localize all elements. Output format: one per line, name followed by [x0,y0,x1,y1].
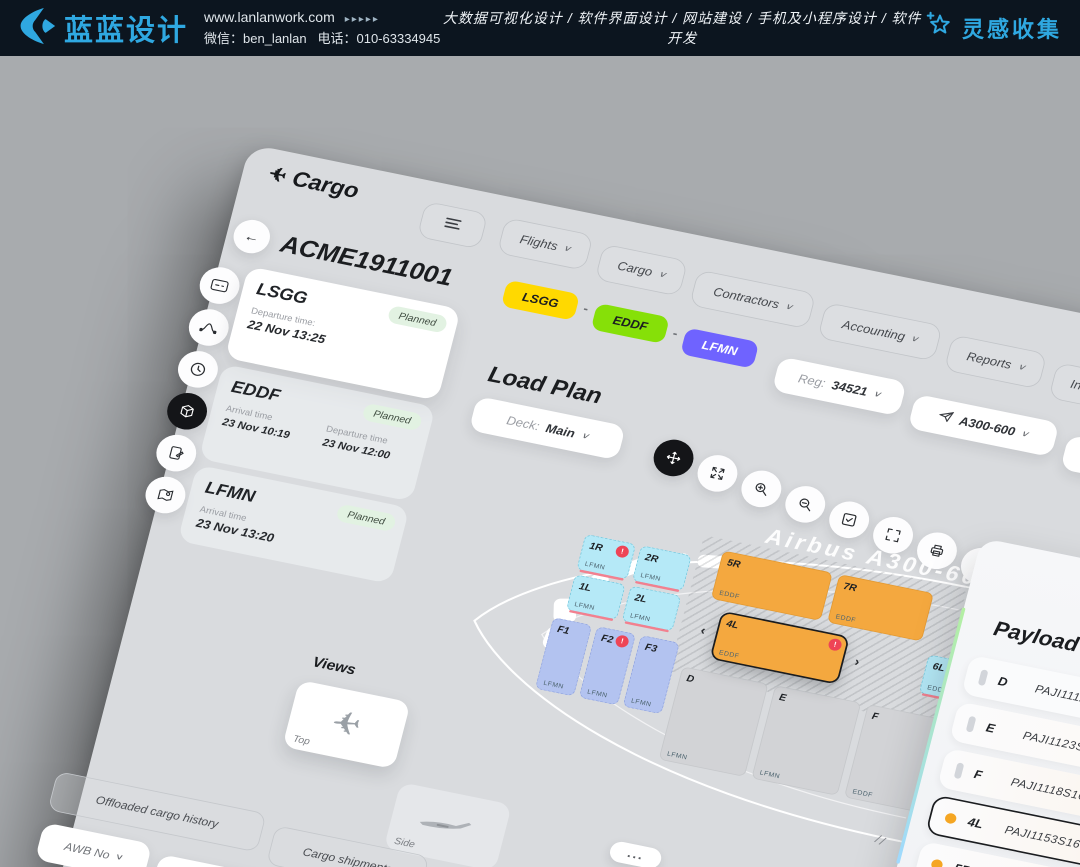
sidebar-route-button[interactable] [184,305,233,350]
clock-icon [189,361,208,378]
cargo-app-sheet: ✈ Cargo Flights ∨ Cargo ∨ Contractors ∨ Acc… [0,144,1080,867]
print-button[interactable] [912,528,961,573]
selection-frame-button[interactable] [869,513,918,558]
status-dot-orange [930,858,944,867]
route-icon [199,320,219,336]
inspiration-collect[interactable]: 灵感收集 [924,10,1062,46]
hamburger-icon [442,217,462,234]
route-tag-lsgg[interactable]: LSGG [500,279,581,321]
plane-logo-icon: ✈ [266,163,289,188]
chevron-down-icon: ∨ [114,851,125,863]
nav-item-cargo[interactable]: Cargo ∨ [594,243,689,297]
collect-label: 灵感收集 [961,17,1062,42]
star-icon [924,10,954,46]
paper-plane-icon [937,409,955,426]
pan-tool-button-active[interactable] [649,436,698,480]
ticket-icon [210,278,230,294]
nav-item-accounting[interactable]: Accounting ∨ [817,302,943,362]
move-icon [708,465,727,482]
nav-item-flights[interactable]: Flights ∨ [496,217,594,271]
chevron-down-icon: ∨ [561,243,573,254]
move-tool-button[interactable] [693,451,742,496]
back-button[interactable]: ← [229,216,274,257]
phone-label: 电话：010-63334945 [317,31,441,46]
zoom-out-button[interactable] [781,482,830,527]
chevron-down-icon: ∨ [656,269,668,280]
site-logo-text: 蓝蓝设计 [64,15,189,47]
reg-select[interactable]: Reg: 34521 ∨ [771,356,907,417]
route-separator: - [671,326,680,341]
site-banner: 蓝蓝设计 www.lanlanwork.com ▸▸▸▸▸ 微信：ben_lanl… [0,0,1080,56]
drag-handle-icon[interactable] [953,762,965,780]
aircraft-select[interactable]: A300-600 ∨ [907,393,1060,458]
sidebar-map-button[interactable] [141,473,190,517]
app-logo-text: Cargo [289,166,362,204]
route-separator: - [581,302,590,317]
app-logo[interactable]: ✈ Cargo [266,162,362,204]
chevron-down-icon: ∨ [871,388,883,400]
flight-id-field[interactable]: Flight ID: ACME1911001 [1060,434,1080,510]
pan-icon [664,449,683,466]
banner-contact: www.lanlanwork.com ▸▸▸▸▸ 微信：ben_lanlan 电话… [204,8,440,48]
nav-item-reports[interactable]: Reports ∨ [943,334,1048,390]
deck-select[interactable]: Deck: Main ∨ [468,396,626,461]
drag-handle-icon[interactable] [965,715,977,733]
chevron-down-icon: ∨ [1019,428,1031,440]
zoom-in-button[interactable] [737,467,786,511]
chevron-down-icon: ∨ [579,430,591,441]
menu-button[interactable] [416,201,489,250]
frame-icon [884,527,903,544]
view-option-side[interactable]: Side [383,782,513,867]
status-dot-orange [943,811,958,825]
route-tag-eddf[interactable]: EDDF [590,302,670,344]
sidebar-ticket-button[interactable] [195,263,244,308]
filter-awb-no[interactable]: AWB No ∨ [34,822,153,867]
sidebar-notes-button[interactable] [152,431,201,475]
site-logo[interactable]: 蓝蓝设计 [18,6,188,51]
chevron-down-icon: ∨ [783,301,795,312]
nav-item-info-rates[interactable]: Info & Rates∨ [1048,362,1080,422]
wechat-label: 微信：ben_lanlan [204,31,307,46]
back-arrow-icon: ← [242,226,262,246]
plane-side-view-icon [416,810,480,843]
stage-background: ✈ Cargo Flights ∨ Cargo ∨ Contractors ∨ Acc… [0,56,1080,867]
plane-top-view-icon: ✈ [330,706,363,743]
arrows-decoration: ▸▸▸▸▸ [344,14,380,25]
route-tag-lfmn[interactable]: LFMN [680,327,760,369]
drag-handle-icon[interactable] [977,669,989,687]
save-icon [840,511,859,528]
sidebar-cargo-button-active[interactable] [163,389,212,434]
services-list: 大数据可视化设计 / 软件界面设计 / 网站建设 / 手机及小程序设计 / 软件… [442,10,922,46]
document-pen-icon [167,445,186,462]
save-button[interactable] [825,498,874,542]
chevron-down-icon: ∨ [909,333,921,344]
package-icon [178,403,197,420]
printer-icon [928,542,947,559]
zoom-out-icon [796,496,815,513]
sidebar-history-button[interactable] [173,347,222,392]
nav-item-contractors[interactable]: Contractors ∨ [689,269,817,330]
payload-title: Payload [991,616,1080,657]
views-title: Views [311,653,358,678]
map-icon [156,486,175,503]
zoom-in-icon [752,480,771,497]
lanlan-logo-icon [18,6,56,51]
chevron-down-icon: ∨ [1015,361,1027,373]
collapse-handle[interactable]: ... [607,839,664,867]
site-url[interactable]: www.lanlanwork.com [204,9,335,25]
